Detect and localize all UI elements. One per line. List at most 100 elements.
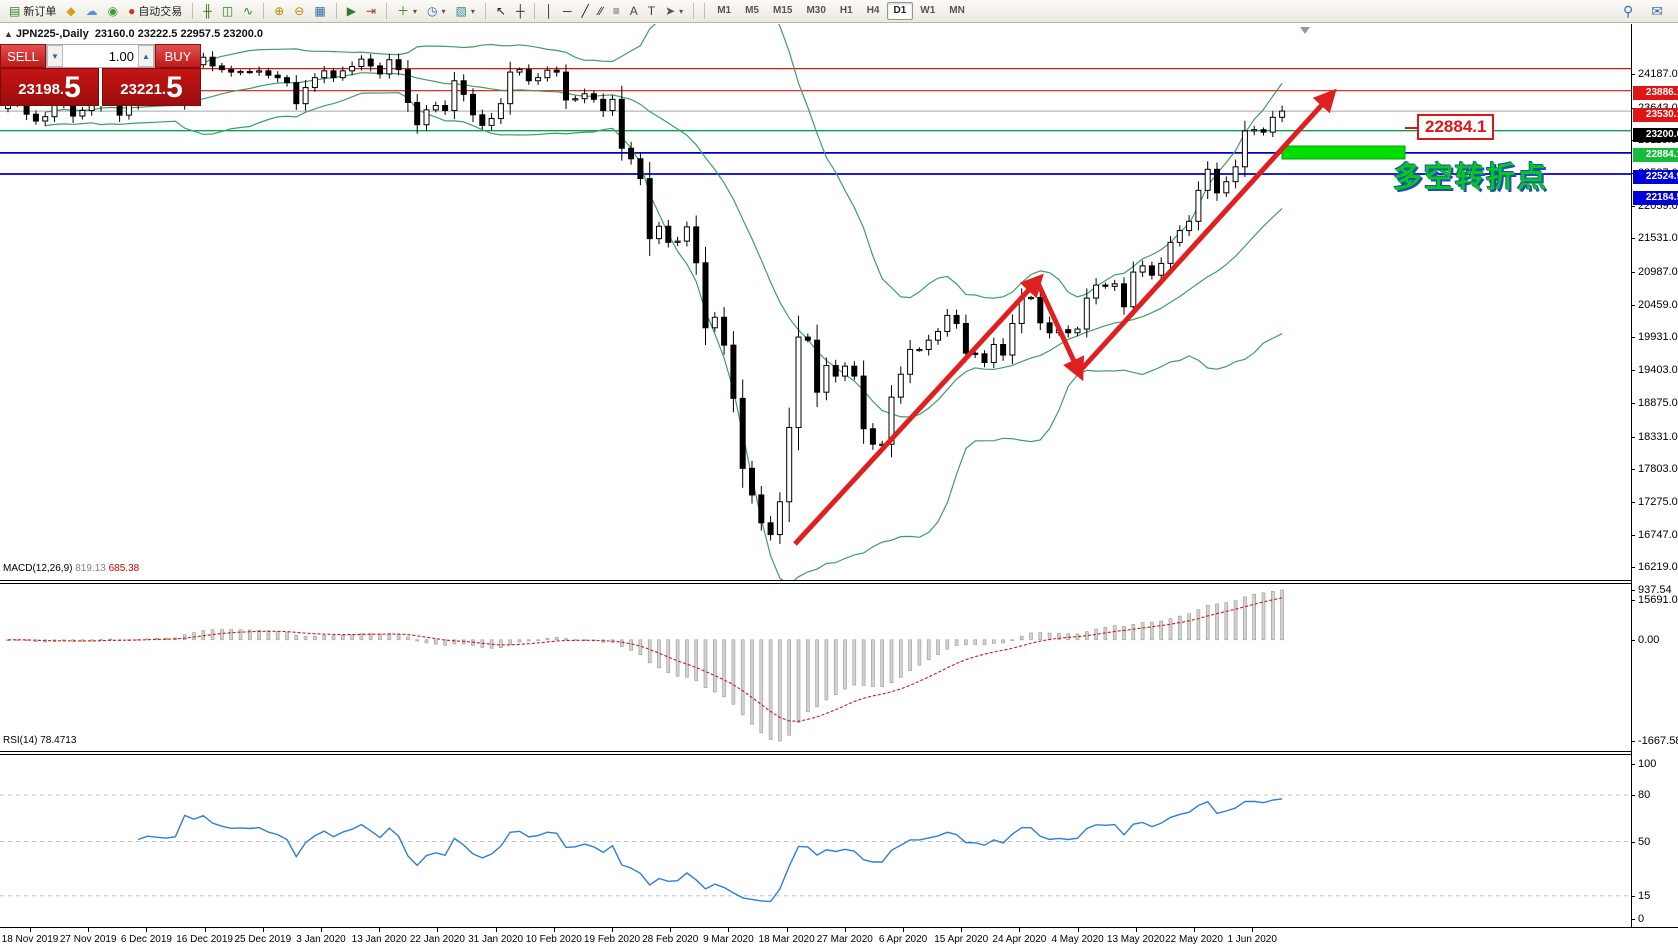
equidistant-channel-icon[interactable]: ∕∕ <box>594 2 608 21</box>
date-label: 22 Jan 2020 <box>409 934 465 945</box>
price-tick <box>1631 205 1635 207</box>
zoom-out-icon: ⊖ <box>294 4 305 18</box>
timeframe-m5[interactable]: M5 <box>745 5 759 16</box>
text-icon: A <box>629 4 638 18</box>
tile-windows-icon[interactable]: ▦ <box>309 2 330 21</box>
crosshair-icon[interactable]: ┼ <box>511 2 530 21</box>
date-axis: 18 Nov 2019 27 Nov 2019 6 Dec 2019 16 Dec 2… <box>0 927 1678 947</box>
search-button[interactable]: ⚲ <box>1618 2 1638 21</box>
sell-price[interactable]: 23198. 5 <box>0 68 99 106</box>
equidistant-channel-icon: ∕∕ <box>598 4 603 18</box>
date-tick <box>1194 928 1195 932</box>
buy-button[interactable]: BUY <box>155 44 201 68</box>
chart-shift-icon: ⇥ <box>365 4 376 18</box>
one-click-trading-panel: SELL ▼ ▲ BUY 23198.5 23221.5 <box>0 44 201 106</box>
indicators-icon[interactable]: ＋ ▾ <box>392 2 422 21</box>
arrows-icon[interactable]: ➤ ▾ <box>660 2 688 21</box>
price-tick-label: 18875.0 <box>1638 396 1678 409</box>
volume-decrease-button[interactable]: ▼ <box>47 45 63 67</box>
sell-button[interactable]: SELL <box>0 44 46 68</box>
line-chart-icon[interactable]: ∿ <box>238 2 258 21</box>
date-label: 19 Feb 2020 <box>583 934 641 945</box>
date-label: 13 Jan 2020 <box>351 934 407 945</box>
timeframe-m1[interactable]: M1 <box>717 5 732 16</box>
bar-chart-icon[interactable]: ╫ <box>198 2 217 21</box>
signals-icon[interactable]: ◉ <box>103 2 123 21</box>
zoom-out-icon[interactable]: ⊖ <box>289 2 309 21</box>
market-icon[interactable]: ◆ <box>61 2 80 21</box>
chart-title: ▲ JPN225-,Daily 23160.0 23222.5 22957.5 2… <box>4 28 263 40</box>
main-toolbar: ▤ 新订单 ◆ ☁ ◉ ● 自动交易 ╫ ◫ ∿ ⊕ ⊖ ▦ ▶ ⇥ ＋ ▾ ◷ ▾ ▧ ▾ ↖ ┼ │ ─ ╱ ∕∕ ≡ A T ➤ ▾ M1… <box>0 0 1678 23</box>
new-order-button: ▤ <box>9 4 21 18</box>
timeframe-h4[interactable]: H4 <box>866 5 880 16</box>
trend-arrow-2[interactable] <box>1034 279 1084 382</box>
zoom-in-icon[interactable]: ⊕ <box>269 2 289 21</box>
date-tick <box>495 928 497 932</box>
horizontal-line-icon: ─ <box>562 4 572 18</box>
rsi-tick-label: 50 <box>1638 835 1651 848</box>
dropdown-arrow-icon: ▾ <box>413 6 418 16</box>
level-callout-label[interactable]: 22884.1 <box>1417 114 1495 140</box>
macd-panel-splitter[interactable] <box>0 580 1631 584</box>
timeframe-m15[interactable]: M15 <box>773 5 793 16</box>
volume-input[interactable] <box>63 45 138 67</box>
cursor-icon[interactable]: ↖ <box>491 2 511 21</box>
date-label: 1 Jun 2020 <box>1227 934 1277 945</box>
turning-point-annotation[interactable]: 多空转折点 <box>1393 162 1549 194</box>
toolbar-separator <box>263 3 265 19</box>
date-tick <box>1019 928 1021 932</box>
rsi-tick-label: 15 <box>1638 889 1651 902</box>
macd-tick-label: -1667.58 <box>1638 735 1678 747</box>
toolbar-separator <box>386 3 387 19</box>
toolbar-separator <box>704 3 706 19</box>
chat-button[interactable]: ✉ <box>1646 2 1668 21</box>
date-label: 4 May 2020 <box>1051 934 1104 945</box>
price-tick <box>1631 304 1635 306</box>
price-tick <box>1631 272 1635 274</box>
volume-increase-button[interactable]: ▲ <box>138 45 154 67</box>
timeframe-m30[interactable]: M30 <box>806 5 826 16</box>
rsi-panel-splitter[interactable] <box>0 751 1631 755</box>
chart-window: ▲ JPN225-,Daily 23160.0 23222.5 22957.5 2… <box>0 24 1678 947</box>
rsi-tick <box>1631 764 1635 765</box>
chart-shift-marker[interactable] <box>1300 27 1310 34</box>
fibonacci-icon[interactable]: ≡ <box>608 2 625 21</box>
trendline-icon[interactable]: ╱ <box>576 2 593 21</box>
date-tick <box>146 928 148 932</box>
auto-scroll-icon[interactable]: ▶ <box>342 2 361 21</box>
text-icon[interactable]: A <box>625 2 643 21</box>
macd-tick <box>1631 741 1635 742</box>
date-label: 18 Nov 2019 <box>1 934 59 945</box>
market-icon: ◆ <box>66 4 76 18</box>
trend-arrow-1[interactable] <box>793 273 1044 546</box>
macd-label: MACD(12,26,9) 819.13 685.38 <box>3 563 140 574</box>
timeframe-d1[interactable]: D1 <box>886 2 914 20</box>
vertical-line-icon[interactable]: │ <box>540 2 558 21</box>
bar-chart-icon: ╫ <box>203 4 212 18</box>
candlestick-chart-icon[interactable]: ◫ <box>217 2 238 21</box>
horizontal-line-icon[interactable]: ─ <box>558 2 577 21</box>
community-icon[interactable]: ☁ <box>81 2 103 21</box>
periods-icon[interactable]: ◷ ▾ <box>422 2 451 21</box>
text-label-icon[interactable]: T <box>643 2 660 21</box>
timeframe-w1[interactable]: W1 <box>920 5 936 16</box>
date-tick <box>1252 928 1254 932</box>
macd-histogram <box>6 589 1284 742</box>
price-tick <box>1631 600 1635 601</box>
new-order-button[interactable]: ▤ 新订单 <box>4 2 61 21</box>
rsi-tick <box>1631 919 1635 920</box>
timeframe-mn[interactable]: MN <box>949 5 965 16</box>
support-zone-rect[interactable] <box>1281 145 1406 160</box>
date-tick <box>786 928 788 932</box>
macd-tick-label: 0.00 <box>1638 633 1660 646</box>
search-icon: ⚲ <box>1623 3 1634 19</box>
templates-icon[interactable]: ▧ ▾ <box>451 2 480 21</box>
chart-shift-icon[interactable]: ⇥ <box>361 2 381 21</box>
timeframe-h1[interactable]: H1 <box>839 5 853 16</box>
price-tick <box>1631 402 1635 404</box>
buy-price[interactable]: 23221. 5 <box>102 68 201 106</box>
autotrading-button[interactable]: ● 自动交易 <box>123 2 187 21</box>
trend-arrow-3[interactable] <box>1077 88 1337 374</box>
date-tick <box>379 928 381 932</box>
price-tick-label: 20987.0 <box>1638 266 1678 279</box>
